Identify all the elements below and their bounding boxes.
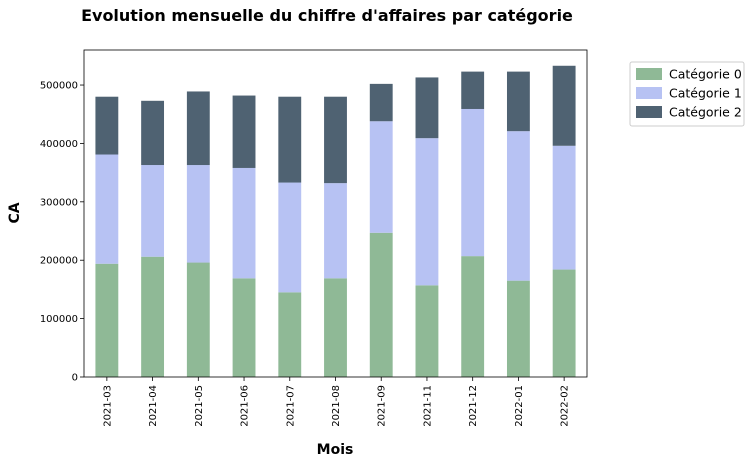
legend-label-1: Catégorie 1 bbox=[669, 86, 742, 101]
y-tick-label: 100000 bbox=[40, 314, 78, 325]
y-axis: 0 100000 200000 300000 400000 500000 bbox=[40, 81, 84, 384]
bar-2021-06-series-0 bbox=[232, 278, 256, 377]
x-tick-label: 2021-06 bbox=[240, 385, 251, 427]
bar-2021-06-series-1 bbox=[232, 167, 256, 279]
bar-2021-08-series-0 bbox=[324, 278, 347, 377]
bar-2021-04-series-0 bbox=[141, 256, 165, 377]
bar-2021-07-series-1 bbox=[278, 182, 302, 293]
x-tick-label: 2022-02 bbox=[560, 385, 571, 427]
legend-swatch-0 bbox=[636, 68, 662, 80]
y-tick-label: 0 bbox=[72, 373, 78, 384]
bar-2021-07-series-0 bbox=[278, 292, 302, 377]
bar-2022-01-series-1 bbox=[506, 131, 530, 281]
x-tick-label: 2021-12 bbox=[468, 385, 479, 427]
x-axis: 2021-03 2021-04 2021-05 2021-06 2021-07 2021-… bbox=[102, 377, 571, 427]
y-axis-title: CA bbox=[7, 202, 23, 223]
bar-2021-05-series-1 bbox=[186, 165, 210, 263]
x-tick-label: 2021-07 bbox=[285, 385, 296, 427]
bar-2022-02-series-2 bbox=[552, 65, 576, 146]
bar-2021-04-series-1 bbox=[141, 165, 165, 257]
x-tick-label: 2021-09 bbox=[377, 385, 388, 427]
bar-2022-01-series-0 bbox=[506, 280, 530, 377]
bars-layer bbox=[95, 65, 576, 377]
bar-2022-01-series-2 bbox=[506, 71, 530, 132]
bar-2021-08-series-2 bbox=[324, 96, 347, 184]
bar-2021-05-series-0 bbox=[186, 262, 210, 377]
bar-2021-03-series-0 bbox=[95, 263, 119, 377]
x-tick-label: 2021-11 bbox=[422, 385, 433, 427]
x-tick-label: 2021-04 bbox=[148, 385, 159, 427]
legend: Catégorie 0 Catégorie 1 Catégorie 2 bbox=[629, 61, 745, 127]
bar-2021-11-series-2 bbox=[415, 77, 439, 139]
legend-label-2: Catégorie 2 bbox=[669, 105, 742, 120]
bar-2021-12-series-0 bbox=[461, 256, 485, 377]
y-tick-label: 300000 bbox=[40, 197, 78, 208]
bar-2022-02-series-1 bbox=[552, 145, 576, 270]
bar-2021-09-series-1 bbox=[369, 121, 393, 233]
bar-2021-09-series-0 bbox=[369, 232, 393, 377]
bar-2021-03-series-1 bbox=[95, 154, 119, 264]
bar-2021-07-series-2 bbox=[278, 96, 302, 183]
chart-title: Evolution mensuelle du chiffre d'affaire… bbox=[81, 6, 573, 25]
x-tick-label: 2021-05 bbox=[194, 385, 205, 427]
legend-swatch-1 bbox=[636, 87, 662, 99]
x-axis-title: Mois bbox=[317, 442, 354, 458]
bar-2021-08-series-1 bbox=[324, 183, 347, 279]
bar-2021-06-series-2 bbox=[232, 95, 256, 168]
y-tick-label: 200000 bbox=[40, 256, 78, 267]
x-tick-label: 2021-08 bbox=[331, 385, 342, 427]
bar-2021-12-series-2 bbox=[461, 71, 485, 109]
x-tick-label: 2021-03 bbox=[102, 385, 113, 427]
bar-2021-03-series-2 bbox=[95, 96, 119, 155]
bar-2021-04-series-2 bbox=[141, 100, 165, 166]
bar-2021-11-series-1 bbox=[415, 138, 439, 286]
bar-2021-12-series-1 bbox=[461, 108, 485, 257]
bar-2021-05-series-2 bbox=[186, 91, 210, 166]
y-tick-label: 400000 bbox=[40, 139, 78, 150]
x-tick-label: 2022-01 bbox=[514, 385, 525, 427]
bar-2021-09-series-2 bbox=[369, 83, 393, 122]
y-tick-label: 500000 bbox=[40, 81, 78, 92]
bar-2021-11-series-0 bbox=[415, 285, 439, 377]
legend-swatch-2 bbox=[636, 106, 662, 118]
bar-2022-02-series-0 bbox=[552, 269, 576, 377]
legend-label-0: Catégorie 0 bbox=[669, 67, 742, 82]
